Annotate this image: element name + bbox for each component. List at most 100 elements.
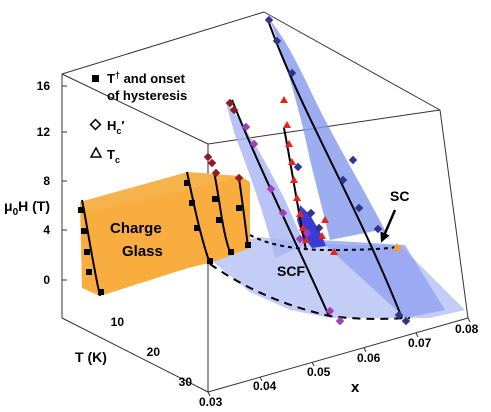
doping-tick-mark [415, 332, 419, 338]
box-top-front-edge [61, 73, 209, 145]
hysteresis-marker [207, 258, 213, 264]
hysteresis-marker [78, 207, 84, 213]
hc-marker [225, 98, 235, 108]
legend-triangle-marker [89, 146, 103, 158]
hysteresis-marker [86, 269, 92, 275]
temperature-axis-label: T (K) [75, 349, 107, 365]
charge-glass-slab-top [80, 172, 240, 212]
hc-marker [229, 105, 239, 115]
doping-tick-mark [311, 361, 315, 367]
hc-marker [295, 234, 305, 244]
doping-axis-label: x [351, 379, 360, 396]
hc-marker [203, 152, 213, 162]
hysteresis-marker [84, 249, 90, 255]
sc-pointer-arrow [380, 209, 397, 243]
hysteresis-marker [184, 180, 190, 186]
tc-marker [293, 194, 301, 201]
hysteresis-marker [216, 217, 222, 223]
tc-marker [280, 96, 288, 103]
box-bottom-left-edge [61, 317, 209, 393]
tc-marker [288, 158, 296, 165]
hc-marker [306, 208, 316, 218]
temperature-tick-label: 30 [179, 375, 193, 389]
hysteresis-marker [236, 205, 242, 211]
tc-marker [285, 140, 293, 147]
dashed-boundaries [209, 234, 411, 320]
hysteresis-marker [228, 249, 234, 255]
field-tick-label: 0 [43, 273, 50, 287]
doping-tick-mark [259, 376, 263, 382]
legend-label-hysteresis-line2: of hysteresis [107, 88, 187, 103]
sc-dome-right-surface [320, 240, 445, 318]
charge-glass-label-line1: Charge [110, 220, 162, 237]
doping-tick-label: 0.05 [307, 365, 331, 379]
legend: T† and onset of hysteresis Hc′ Tc [89, 70, 187, 165]
tc-marker [283, 121, 291, 128]
hysteresis-marker [98, 289, 104, 295]
hc-marker [207, 158, 217, 168]
hysteresis-marker [212, 196, 218, 202]
doping-tick-label: 0.07 [408, 336, 432, 350]
charge-glass-region [80, 172, 250, 296]
legend-label-tc: Tc [107, 147, 120, 165]
tc-marker [302, 236, 310, 243]
field-tick-label: 12 [37, 125, 51, 139]
hc-marker [338, 175, 348, 185]
box-bottom-right-edge [207, 317, 469, 393]
doping-axis: 0.03 0.04 0.05 0.06 0.07 0.08 x [199, 317, 479, 409]
hysteresis-curve [238, 177, 249, 249]
sc-region-label: SC [390, 188, 409, 204]
field-tick-label: 8 [43, 174, 50, 188]
field-axis: 0 4 8 12 16 μ0H (T) [4, 79, 67, 287]
hc-marker [335, 316, 345, 326]
hc-marker [325, 306, 335, 316]
hysteresis-marker [245, 242, 251, 248]
hc-marker [264, 15, 274, 25]
box-right-vertical-edge [439, 109, 469, 319]
hc-marker [373, 224, 383, 234]
doping-tick-mark [207, 391, 211, 397]
tc-curve [283, 127, 307, 251]
doping-tick-mark [363, 347, 367, 353]
temperature-tick-label: 20 [147, 345, 161, 359]
markers [78, 15, 411, 326]
tc-marker [296, 210, 304, 217]
scf-boundary-dashed [249, 234, 399, 252]
hc-marker [354, 203, 364, 213]
hysteresis-marker [194, 225, 200, 231]
scf-lower-boundary-dashed [209, 263, 411, 320]
sc-dome-back-surface [270, 20, 390, 240]
box-back-right-top-edge [263, 11, 441, 111]
hysteresis-marker [81, 228, 87, 234]
field-axis-label: μ0H (T) [4, 198, 50, 218]
hc-marker [394, 310, 404, 320]
hc-marker [278, 208, 288, 218]
hc-marker [211, 168, 221, 178]
legend-label-hc: Hc′ [107, 118, 125, 136]
tc-marker [318, 232, 326, 239]
hc-marker [401, 316, 411, 326]
tc-marker [330, 248, 338, 255]
scf-region-label: SCF [277, 263, 305, 279]
hc-marker [266, 184, 276, 194]
doping-tick-mark [467, 317, 471, 323]
legend-diamond-marker [89, 118, 102, 131]
sc-arrow-triangle-marker [392, 243, 402, 251]
tc-marker [299, 224, 307, 231]
hc-marker [348, 155, 358, 165]
tc-marker [290, 176, 298, 183]
hc-marker [314, 223, 324, 233]
legend-square-marker [92, 75, 99, 82]
tc-marker [321, 216, 329, 223]
temperature-axis: 10 20 30 T (K) [75, 315, 192, 389]
hysteresis-curve [213, 171, 232, 256]
field-tick-label: 4 [43, 223, 50, 237]
hc-marker [249, 139, 259, 149]
legend-label-hysteresis: T† and onset [107, 70, 186, 86]
hysteresis-marker [189, 200, 195, 206]
charge-glass-label-line2: Glass [122, 243, 163, 260]
field-tick-label: 16 [37, 79, 51, 93]
hc-marker [272, 36, 282, 46]
hc-marker [287, 68, 297, 78]
